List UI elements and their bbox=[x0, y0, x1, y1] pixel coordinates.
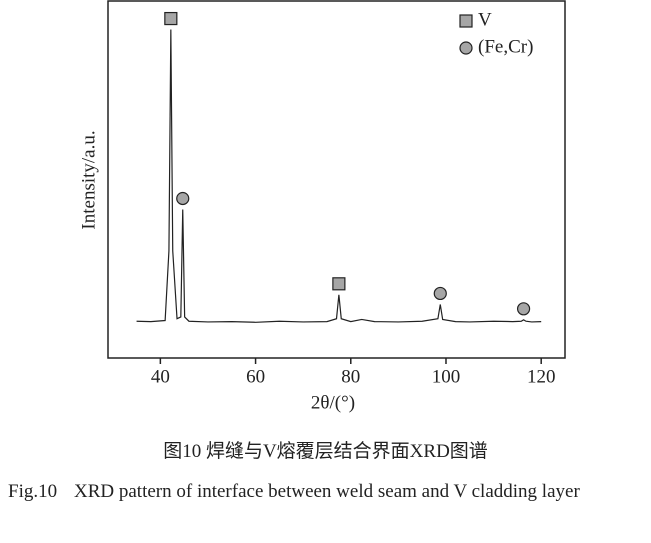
caption-text: XRD pattern of interface between weld se… bbox=[74, 481, 580, 502]
legend-label: (Fe,Cr) bbox=[478, 36, 533, 57]
phase-marker bbox=[164, 11, 178, 26]
phase-marker bbox=[176, 191, 190, 206]
caption-en: Fig.10 XRD pattern of interface between w… bbox=[8, 474, 648, 510]
phase-marker bbox=[332, 277, 346, 291]
x-tick-label: 80 bbox=[341, 366, 360, 387]
caption-cn: 图10 焊缝与V熔覆层结合界面XRD图谱 bbox=[163, 441, 488, 462]
chart: 2θ/(°) Intensity/a.u. 40 60 80 100 120 V (Fe,C… bbox=[78, 0, 566, 413]
phase-marker bbox=[433, 286, 447, 301]
xrd-line bbox=[136, 29, 542, 323]
x-tick-label: 100 bbox=[432, 366, 461, 387]
caption-label: Fig.10 bbox=[8, 481, 58, 502]
x-tick-label: 120 bbox=[527, 366, 556, 387]
legend-symbol bbox=[459, 14, 473, 28]
x-axis-title: 2θ/(°) bbox=[311, 392, 355, 413]
phase-marker bbox=[516, 302, 531, 316]
x-tick-label: 60 bbox=[246, 366, 265, 387]
plot-frame bbox=[107, 0, 566, 359]
legend-label: V bbox=[478, 9, 492, 30]
x-tick-label: 40 bbox=[151, 366, 170, 387]
legend-symbol bbox=[459, 41, 473, 55]
y-axis-title: Intensity/a.u. bbox=[78, 130, 99, 229]
